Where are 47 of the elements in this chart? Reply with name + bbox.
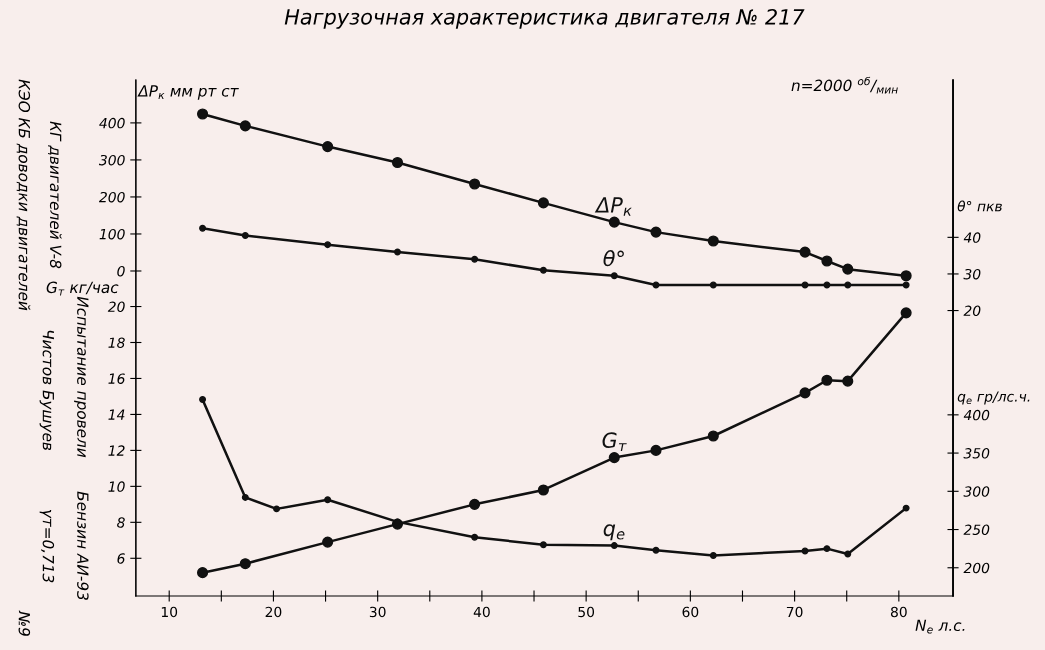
y2-axis-title: θ° пкв xyxy=(957,200,1002,212)
text: Бензин АИ-93 xyxy=(77,491,89,600)
y-tick-label: 12 xyxy=(108,445,125,456)
y2-tick-label: 30 xyxy=(963,268,981,280)
y-tick-label: 16 xyxy=(108,373,125,384)
text: №9 xyxy=(18,610,31,636)
annotation: n=2000 $^{об}$/$_{мин}$ xyxy=(791,76,898,94)
y-tick-label: 6 xyxy=(117,553,125,564)
y-tick-label: 0 xyxy=(117,265,125,277)
text: КГ двигателей V-8 xyxy=(48,121,62,269)
y2-tick-label: 300 xyxy=(963,486,990,497)
chart-title: Нагрузочная характеристика двигателя № 217 xyxy=(284,8,805,29)
series-label: θ° xyxy=(603,250,624,267)
x-axis-title: N$_{е}$ л.с. xyxy=(915,619,965,634)
y2-tick-label: 20 xyxy=(963,305,981,317)
series-label: ΔP$_{к}$ xyxy=(594,197,632,216)
y2-tick-label: 400 xyxy=(963,409,990,421)
x-tick-label: 60 xyxy=(682,606,699,618)
y-tick-label: 8 xyxy=(117,517,125,528)
x-tick-label: 30 xyxy=(369,606,386,618)
text: γт=0,713 xyxy=(39,509,55,583)
y2-tick-label: 200 xyxy=(963,562,990,574)
text: КЭО КБ доводки двигателей xyxy=(16,79,31,311)
x-tick-label: 80 xyxy=(890,606,907,618)
y-tick-label: 400 xyxy=(99,117,125,129)
y-tick-label: 300 xyxy=(98,154,125,166)
y-axis-title: ΔP$_{к}$ мм рт ст xyxy=(137,85,239,100)
x-tick-label: 70 xyxy=(786,606,803,618)
series-label: G$_{т}$ xyxy=(602,432,627,452)
y2-tick-label: 350 xyxy=(963,448,990,459)
y-tick-label: 100 xyxy=(99,228,125,240)
x-tick-label: 10 xyxy=(161,606,178,618)
text: Чистов Бушуев xyxy=(39,330,54,451)
y-tick-label: 200 xyxy=(98,191,125,203)
x-tick-label: 50 xyxy=(578,606,595,618)
y-tick-label: 14 xyxy=(108,409,125,420)
text: Испытание провели xyxy=(74,296,89,458)
y-tick-label: 18 xyxy=(108,337,125,348)
y-axis-title: G$_{т}$ кг/час xyxy=(46,281,119,296)
x-tick-label: 20 xyxy=(265,606,282,618)
y-tick-label: 20 xyxy=(107,301,125,312)
y-tick-label: 10 xyxy=(108,481,125,492)
series-label: q$_{е}$ xyxy=(603,524,625,541)
x-tick-label: 40 xyxy=(473,606,490,618)
y2-tick-label: 250 xyxy=(963,524,990,535)
y2-axis-title: q$_{е}$ гр/лс.ч. xyxy=(957,391,1030,405)
y2-tick-label: 40 xyxy=(963,232,981,243)
